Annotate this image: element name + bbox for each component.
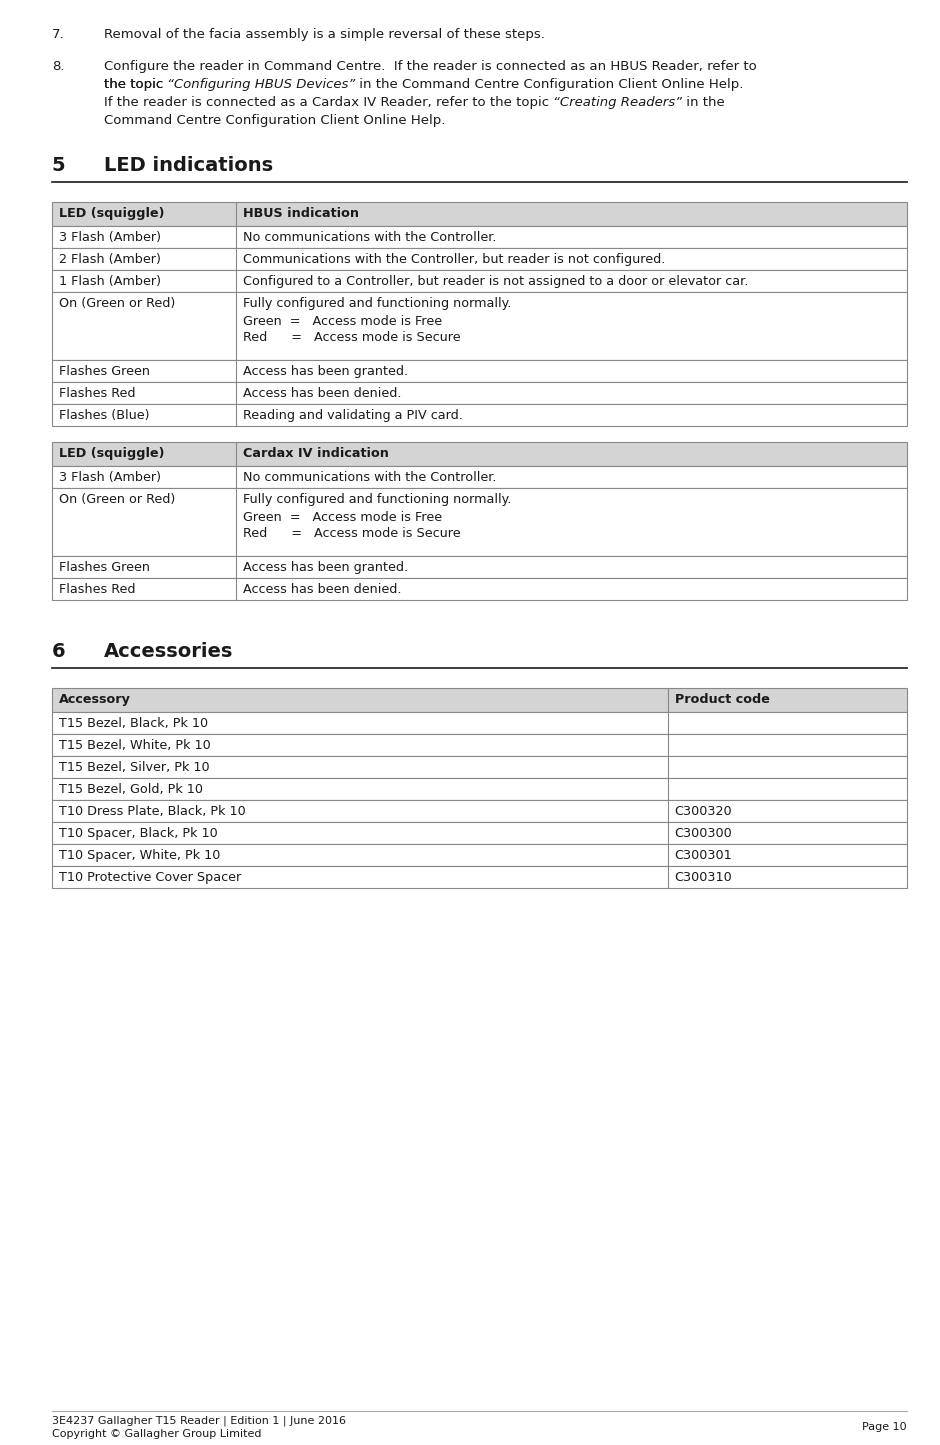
Bar	[52, 756, 907, 777]
Text: Green  =   Access mode is Free: Green = Access mode is Free	[243, 512, 442, 525]
Text: in the Command Centre Configuration Client Online Help.: in the Command Centre Configuration Clie…	[355, 78, 744, 91]
Text: T15 Bezel, White, Pk 10: T15 Bezel, White, Pk 10	[58, 738, 211, 751]
Text: C300320: C300320	[675, 805, 732, 818]
Text: 3 Flash (Amber): 3 Flash (Amber)	[58, 471, 161, 484]
Text: Reading and validating a PIV card.: Reading and validating a PIV card.	[243, 409, 462, 422]
Bar	[52, 556, 907, 578]
Text: 1 Flash (Amber): 1 Flash (Amber)	[58, 275, 161, 288]
Bar	[52, 488, 907, 556]
Text: HBUS indication: HBUS indication	[243, 207, 359, 220]
Text: T10 Spacer, White, Pk 10: T10 Spacer, White, Pk 10	[58, 850, 220, 863]
Text: T15 Bezel, Silver, Pk 10: T15 Bezel, Silver, Pk 10	[58, 762, 210, 775]
Bar	[52, 225, 907, 249]
Text: Access has been granted.: Access has been granted.	[243, 561, 408, 574]
Text: Configured to a Controller, but reader is not assigned to a door or elevator car: Configured to a Controller, but reader i…	[243, 275, 748, 288]
Text: On (Green or Red): On (Green or Red)	[58, 298, 175, 311]
Text: Flashes (Blue): Flashes (Blue)	[58, 409, 149, 422]
Bar	[52, 442, 907, 465]
Text: Access has been granted.: Access has been granted.	[243, 366, 408, 379]
Text: Command Centre Configuration Client Online Help.: Command Centre Configuration Client Onli…	[103, 114, 445, 127]
Text: Fully configured and functioning normally.: Fully configured and functioning normall…	[243, 298, 511, 311]
Text: 2 Flash (Amber): 2 Flash (Amber)	[58, 253, 161, 266]
Text: “Creating Readers”: “Creating Readers”	[553, 95, 682, 108]
Text: Access has been denied.: Access has been denied.	[243, 582, 401, 595]
Text: Flashes Red: Flashes Red	[58, 582, 135, 595]
Bar	[52, 801, 907, 822]
Text: On (Green or Red): On (Green or Red)	[58, 493, 175, 506]
Text: Copyright © Gallagher Group Limited: Copyright © Gallagher Group Limited	[52, 1429, 261, 1439]
Text: 5: 5	[52, 156, 65, 175]
Text: T10 Protective Cover Spacer: T10 Protective Cover Spacer	[58, 871, 241, 884]
Bar	[52, 578, 907, 600]
Text: the topic: the topic	[103, 78, 167, 91]
Text: T15 Bezel, Gold, Pk 10: T15 Bezel, Gold, Pk 10	[58, 783, 203, 796]
Bar	[52, 381, 907, 405]
Text: If the reader is connected as a Cardax IV Reader, refer to the topic: If the reader is connected as a Cardax I…	[103, 95, 553, 108]
Bar	[52, 202, 907, 225]
Bar	[52, 405, 907, 426]
Text: Access has been denied.: Access has been denied.	[243, 387, 401, 400]
Text: Green  =   Access mode is Free: Green = Access mode is Free	[243, 315, 442, 328]
Text: Product code: Product code	[675, 694, 770, 707]
Text: Cardax IV indication: Cardax IV indication	[243, 447, 388, 460]
Bar	[52, 844, 907, 866]
Bar	[52, 465, 907, 488]
Bar	[52, 688, 907, 712]
Bar	[52, 822, 907, 844]
Text: Flashes Red: Flashes Red	[58, 387, 135, 400]
Text: Removal of the facia assembly is a simple reversal of these steps.: Removal of the facia assembly is a simpl…	[103, 27, 544, 40]
Bar	[52, 734, 907, 756]
Text: “Configuring HBUS Devices”: “Configuring HBUS Devices”	[167, 78, 355, 91]
Text: the topic: the topic	[103, 78, 167, 91]
Text: No communications with the Controller.: No communications with the Controller.	[243, 471, 496, 484]
Text: Red      =   Access mode is Secure: Red = Access mode is Secure	[243, 527, 461, 540]
Text: T10 Dress Plate, Black, Pk 10: T10 Dress Plate, Black, Pk 10	[58, 805, 245, 818]
Text: 8.: 8.	[52, 61, 64, 74]
Text: 7.: 7.	[52, 27, 64, 40]
Bar	[52, 292, 907, 360]
Text: T10 Spacer, Black, Pk 10: T10 Spacer, Black, Pk 10	[58, 827, 217, 840]
Text: No communications with the Controller.: No communications with the Controller.	[243, 231, 496, 244]
Bar	[52, 270, 907, 292]
Bar	[52, 249, 907, 270]
Text: in the: in the	[682, 95, 725, 108]
Text: C300310: C300310	[675, 871, 732, 884]
Text: Flashes Green: Flashes Green	[58, 366, 149, 379]
Bar	[52, 866, 907, 889]
Bar	[52, 360, 907, 381]
Text: LED indications: LED indications	[103, 156, 273, 175]
Text: Accessory: Accessory	[58, 694, 131, 707]
Text: Red      =   Access mode is Secure: Red = Access mode is Secure	[243, 331, 461, 344]
Bar	[52, 777, 907, 801]
Text: Flashes Green: Flashes Green	[58, 561, 149, 574]
Text: C300301: C300301	[675, 850, 732, 863]
Text: 6: 6	[52, 642, 65, 660]
Text: 3 Flash (Amber): 3 Flash (Amber)	[58, 231, 161, 244]
Text: LED (squiggle): LED (squiggle)	[58, 447, 164, 460]
Text: Fully configured and functioning normally.: Fully configured and functioning normall…	[243, 493, 511, 506]
Text: Accessories: Accessories	[103, 642, 233, 660]
Text: T15 Bezel, Black, Pk 10: T15 Bezel, Black, Pk 10	[58, 717, 208, 730]
Text: LED (squiggle): LED (squiggle)	[58, 207, 164, 220]
Text: Page 10: Page 10	[863, 1422, 907, 1432]
Text: Configure the reader in Command Centre.  If the reader is connected as an HBUS R: Configure the reader in Command Centre. …	[103, 61, 757, 74]
Text: C300300: C300300	[675, 827, 732, 840]
Bar	[52, 712, 907, 734]
Text: Communications with the Controller, but reader is not configured.: Communications with the Controller, but …	[243, 253, 665, 266]
Text: 3E4237 Gallagher T15 Reader | Edition 1 | June 2016: 3E4237 Gallagher T15 Reader | Edition 1 …	[52, 1415, 346, 1426]
